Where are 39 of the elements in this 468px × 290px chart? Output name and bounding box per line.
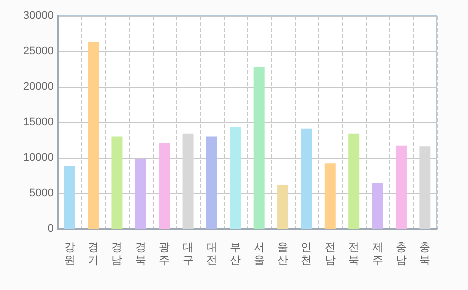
x-tick-label: 전남 [324, 241, 336, 267]
x-tick-label: 광주 [159, 241, 170, 267]
bar [206, 136, 218, 229]
x-tick-label: 울산 [278, 241, 289, 267]
bar [88, 42, 100, 229]
bar [182, 134, 194, 229]
x-tick-label: 전북 [348, 241, 360, 267]
bar [420, 146, 431, 229]
x-tick-label: 경기 [88, 241, 100, 267]
y-tick-label: 20000 [23, 81, 54, 93]
x-tick-label: 인천 [301, 241, 312, 267]
bar [135, 159, 146, 229]
x-tick-label: 경북 [135, 241, 146, 267]
x-tick-label: 부산 [230, 241, 242, 267]
x-tick-label: 대전 [206, 241, 218, 267]
bar [324, 164, 336, 229]
y-tick-label: 25000 [23, 46, 54, 58]
y-tick-label: 15000 [23, 116, 54, 128]
bar [112, 136, 123, 229]
bar [348, 134, 360, 229]
bar [64, 166, 76, 229]
bar [396, 146, 407, 229]
bar [230, 127, 242, 229]
bar [372, 184, 384, 229]
x-tick-label: 경남 [112, 241, 123, 267]
y-tick-label: 10000 [23, 152, 54, 164]
y-tick-label: 30000 [23, 10, 54, 22]
x-tick-label: 서울 [254, 241, 265, 267]
x-tick-label: 충남 [396, 241, 407, 267]
bar [159, 143, 170, 229]
x-tick-label: 강원 [64, 241, 76, 267]
x-tick-label: 충북 [420, 241, 431, 267]
bar [301, 128, 312, 229]
y-tick-label: 5000 [30, 188, 54, 200]
x-tick-label: 대구 [182, 241, 194, 267]
bar [278, 184, 289, 229]
bar [254, 67, 265, 229]
y-tick-label: 0 [48, 223, 54, 235]
x-tick-label: 제주 [372, 241, 384, 267]
